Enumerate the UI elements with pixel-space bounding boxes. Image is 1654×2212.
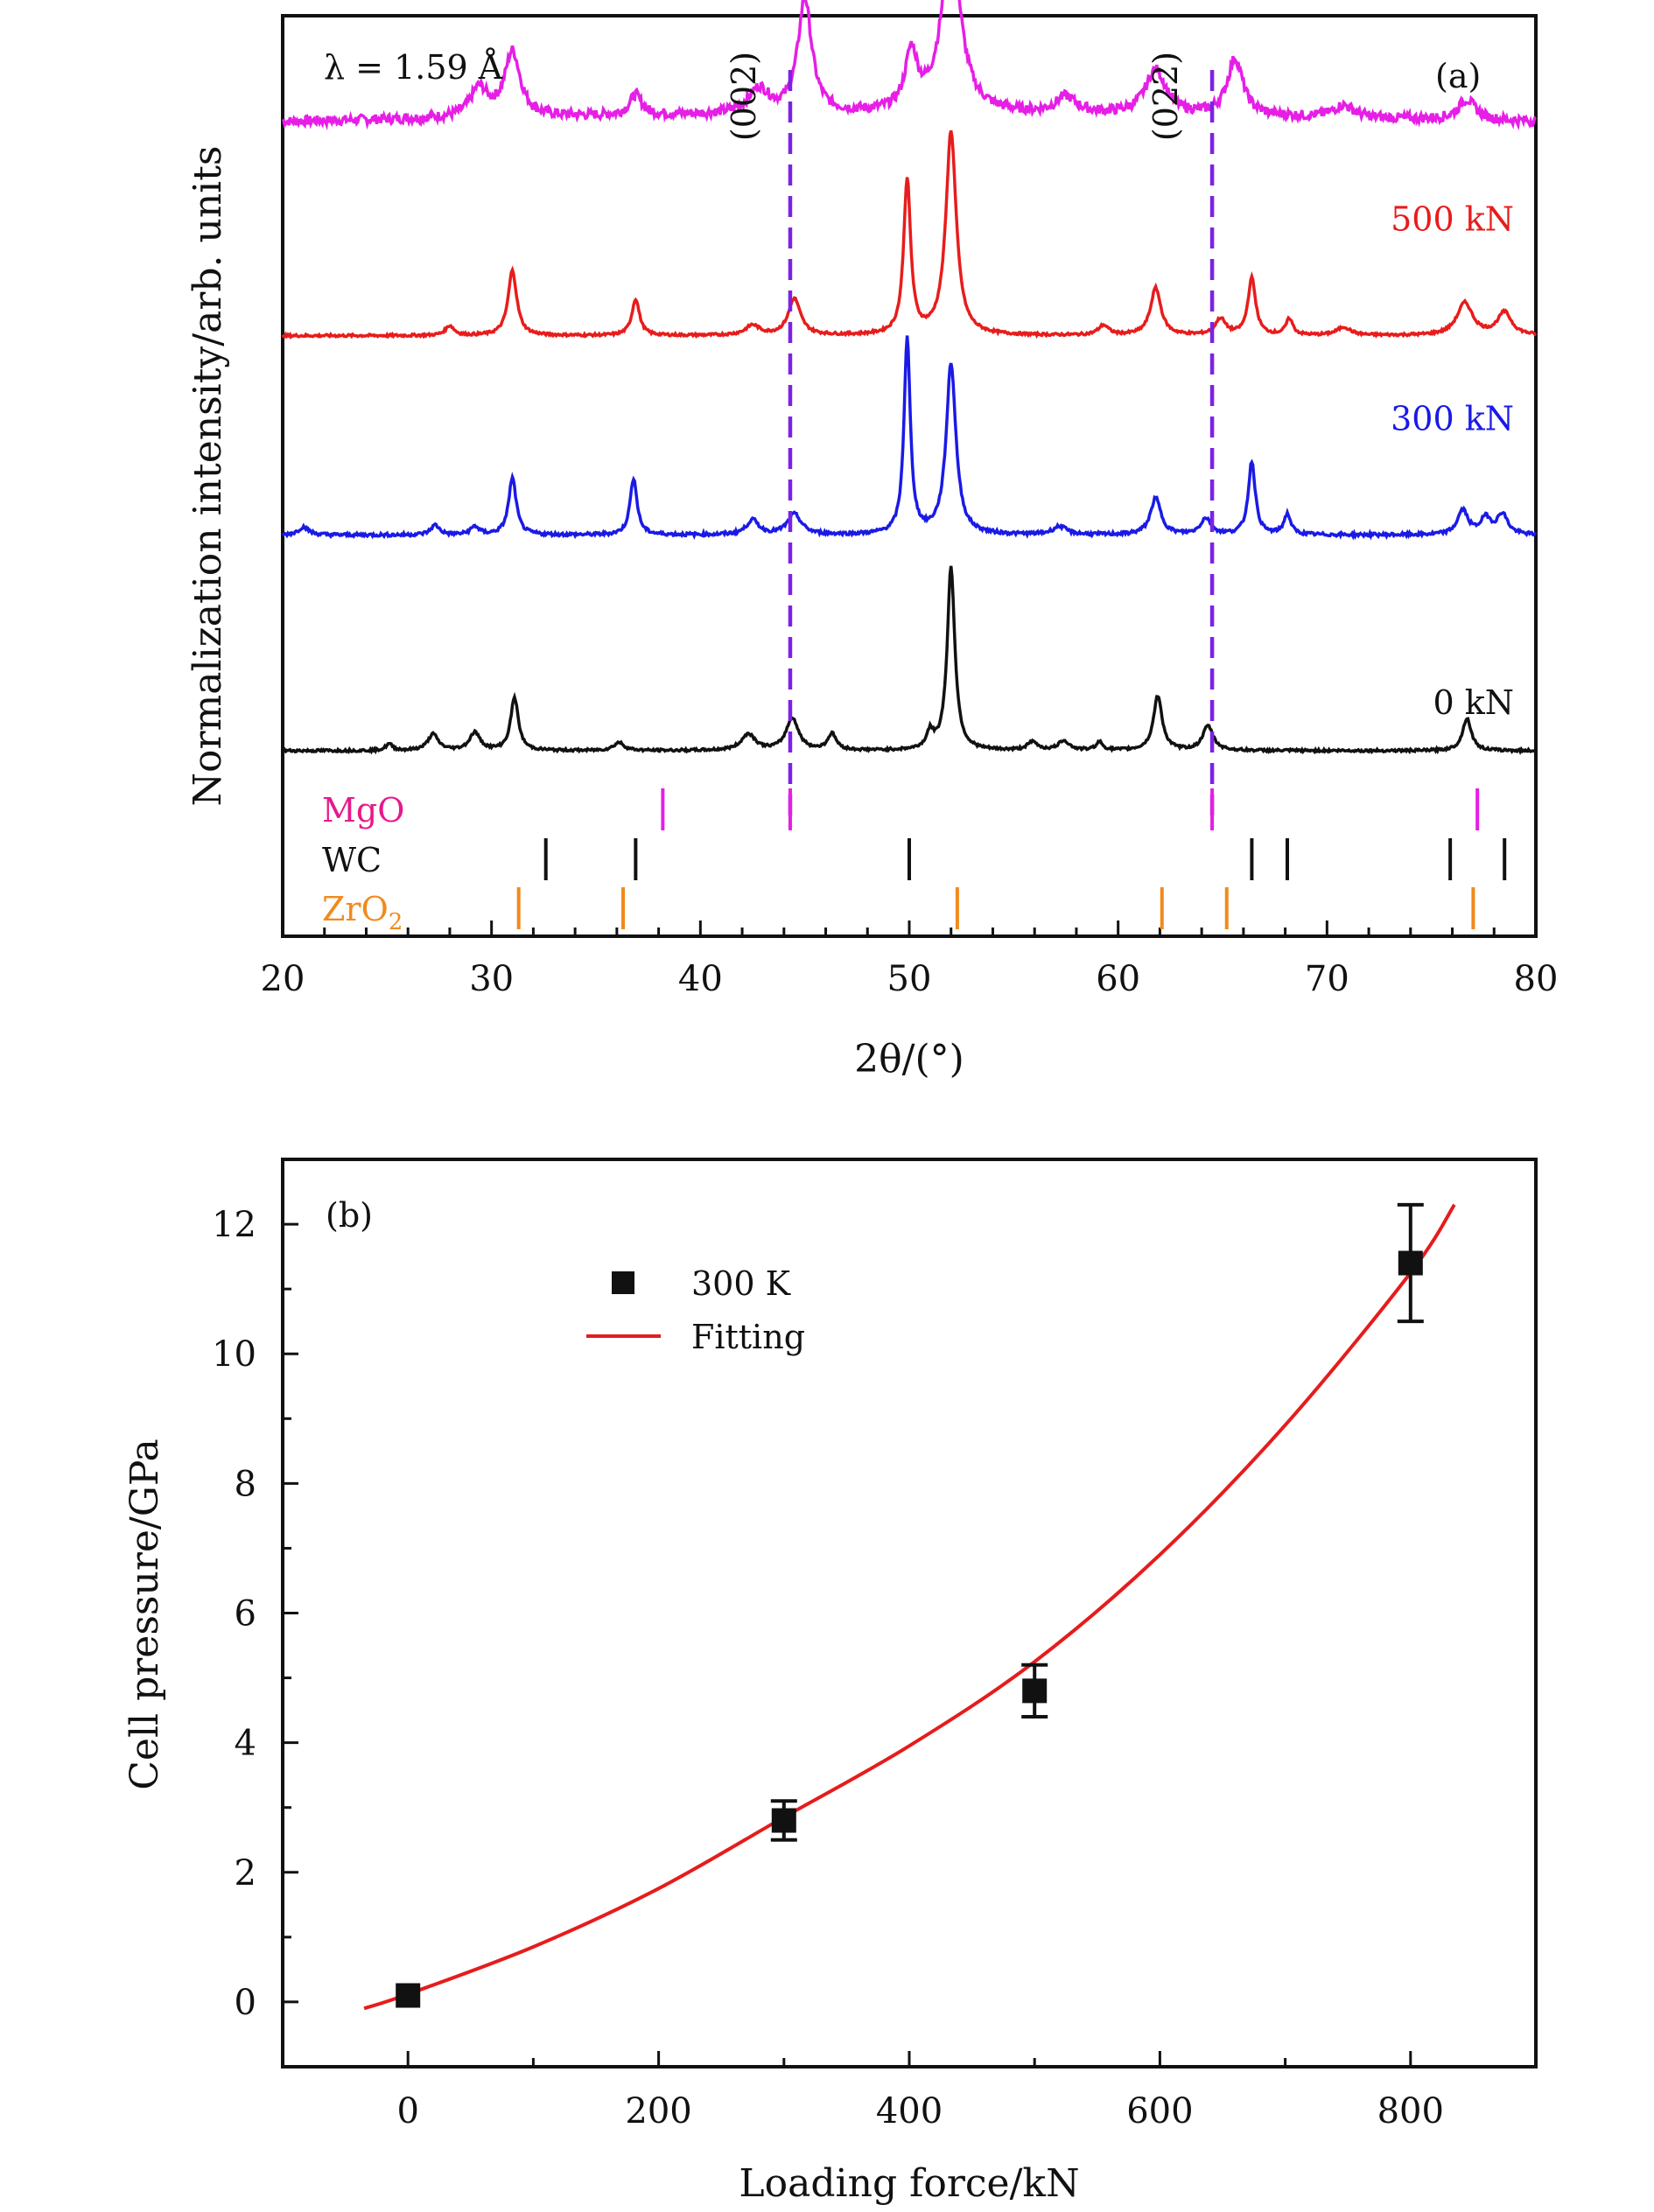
panel-label-a: (a) (1435, 57, 1481, 95)
x-tick-label-a: 60 (1096, 959, 1140, 999)
plot-frame-a (281, 14, 1538, 938)
x-tick-label-b: 400 (876, 2091, 943, 2132)
x-tick-label-b: 600 (1126, 2091, 1193, 2132)
fit-line (363, 1203, 1456, 2011)
x-tick-label-b: 200 (625, 2091, 691, 2132)
data-point (1022, 1678, 1048, 1704)
x-tick-label-a: 80 (1514, 959, 1559, 999)
wavelength-label: λ = 1.59 Å (324, 48, 503, 87)
trace-300-kn (281, 335, 1538, 541)
y-tick-label-b: 10 (212, 1334, 256, 1375)
x-tick-label-a: 50 (887, 959, 932, 999)
legend-label-300k: 300 K (691, 1264, 791, 1303)
reference-lines: (002) (022) (725, 52, 1215, 827)
panel-label-b: (b) (326, 1196, 373, 1235)
trace-label: 300 kN (1391, 400, 1514, 438)
x-axis-title-a: 2θ/(°) (854, 1037, 964, 1082)
x-ticks-a: 20 30 40 50 60 70 80 (261, 920, 1559, 999)
data-point (1398, 1250, 1423, 1276)
x-tick-label-b: 0 (396, 2091, 418, 2132)
legend-label-fitting: Fitting (691, 1318, 805, 1356)
y-tick-label-b: 6 (235, 1594, 256, 1634)
reference-line-label: (022) (1146, 52, 1185, 141)
trace-0-kn (282, 565, 1538, 755)
x-tick-label-b: 800 (1377, 2091, 1444, 2132)
data-points (396, 1202, 1424, 2008)
trace-label: 500 kN (1391, 200, 1514, 239)
legend-b: 300 K Fitting (586, 1264, 805, 1356)
reference-line-label: (002) (725, 52, 763, 141)
fitting-curve (363, 1203, 1456, 2011)
x-tick-label-a: 30 (469, 959, 514, 999)
y-axis-title-a: Normalization intensity/arb. units (186, 145, 230, 806)
marker-name-sub: 2 (389, 909, 403, 935)
y-tick-label-b: 12 (212, 1205, 256, 1245)
x-axis-title-b: Loading force/kN (739, 2161, 1079, 2206)
y-tick-label-b: 0 (235, 1983, 256, 2023)
y-tick-label-b: 2 (235, 1853, 256, 1894)
x-tick-label-a: 20 (261, 959, 305, 999)
x-tick-label-a: 70 (1305, 959, 1349, 999)
y-axis-title-b: Cell pressure/GPa (123, 1438, 167, 1789)
marker-name: ZrO2 (322, 890, 403, 935)
trace-500-kn (281, 130, 1538, 340)
marker-name: MgO (322, 791, 404, 830)
axis-ticks-b: 0 200 400 600 800 0 2 4 6 8 10 12 (212, 1158, 1538, 2132)
trace-800-kn (282, 0, 1537, 131)
plot-frame-b (281, 1158, 1538, 2068)
data-point (396, 1983, 421, 2008)
x-tick-label-a: 40 (678, 959, 723, 999)
data-point (771, 1808, 796, 1833)
legend-marker-square (612, 1271, 634, 1294)
y-tick-label-b: 4 (235, 1724, 256, 1764)
pressure-panel-b: 0 200 400 600 800 0 2 4 6 8 10 12 (b) 300 K Fitting… (123, 1158, 1538, 2206)
reference-markers: MgO WC ZrO2 (322, 788, 1507, 935)
marker-name: WC (322, 841, 382, 879)
trace-label: 0 kN (1433, 683, 1514, 722)
y-tick-label-b: 8 (235, 1464, 256, 1504)
